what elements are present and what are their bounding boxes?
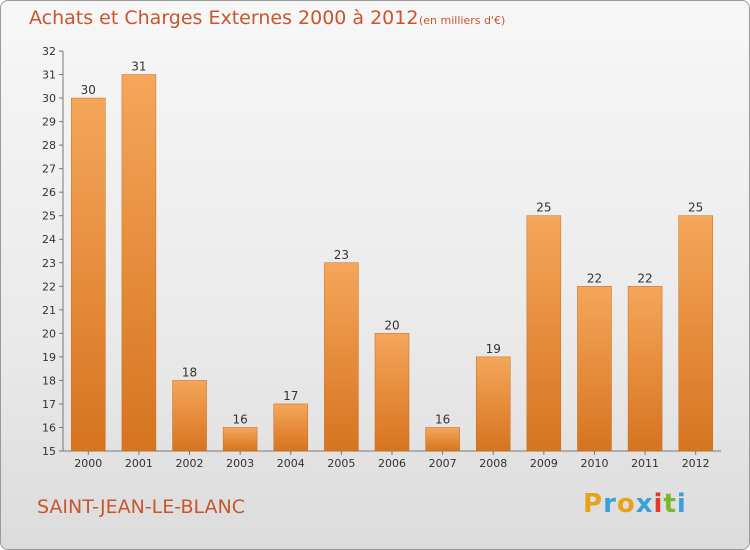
data-label-2000: 30 — [81, 83, 96, 97]
x-tick-label-2000: 2000 — [74, 457, 102, 470]
bar-2000[interactable] — [71, 97, 106, 452]
x-tick-label-2002: 2002 — [176, 457, 204, 470]
x-tick-label-2006: 2006 — [378, 457, 406, 470]
data-label-2001: 31 — [131, 60, 146, 74]
y-tick-label: 16 — [42, 421, 56, 434]
y-tick-label: 24 — [42, 233, 56, 246]
bar-2012[interactable] — [678, 215, 713, 452]
chart-bars: 30 31 18 16 17 23 20 16 19 25 22 22 25 — [71, 60, 713, 452]
data-label-2008: 19 — [486, 342, 501, 356]
bar-2005[interactable] — [324, 262, 359, 452]
y-tick-label: 25 — [42, 210, 56, 223]
x-tick-label-2003: 2003 — [226, 457, 254, 470]
x-tick-label-2012: 2012 — [682, 457, 710, 470]
data-label-2011: 22 — [637, 271, 652, 285]
bar-2008[interactable] — [475, 356, 511, 452]
logo-letter: P — [583, 489, 604, 519]
x-tick-label-2009: 2009 — [530, 457, 558, 470]
logo-letter: i — [653, 489, 664, 519]
data-label-2012: 25 — [688, 201, 703, 215]
logo-letter: r — [603, 489, 617, 519]
data-label-2004: 17 — [283, 389, 298, 403]
logo-letter: i — [676, 489, 687, 519]
logo-letter: t — [663, 489, 677, 519]
y-tick-label: 32 — [42, 45, 56, 58]
y-tick-label: 28 — [42, 139, 56, 152]
y-tick-label: 30 — [42, 92, 56, 105]
y-tick-label: 27 — [42, 163, 56, 176]
x-tick-label-2001: 2001 — [125, 457, 153, 470]
commune-name: SAINT-JEAN-LE-BLANC — [37, 496, 245, 518]
y-tick-label: 17 — [42, 398, 56, 411]
x-tick-label-2007: 2007 — [429, 457, 457, 470]
x-tick-label-2005: 2005 — [327, 457, 355, 470]
data-label-2005: 23 — [334, 248, 349, 262]
bar-2004[interactable] — [273, 403, 309, 452]
bar-2010[interactable] — [577, 286, 612, 452]
y-tick-label: 18 — [42, 374, 56, 387]
bar-2003[interactable] — [222, 427, 258, 452]
data-label-2003: 16 — [233, 412, 248, 426]
logo-letter: o — [616, 489, 636, 519]
x-tick-label-2010: 2010 — [580, 457, 608, 470]
y-tick-label: 29 — [42, 116, 56, 129]
chart-unit: (en milliers d'€) — [419, 14, 506, 27]
bar-2001[interactable] — [121, 74, 157, 452]
bar-2011[interactable] — [627, 286, 663, 452]
bar-2007[interactable] — [425, 427, 460, 452]
data-label-2006: 20 — [384, 318, 399, 332]
y-tick-label: 21 — [42, 304, 56, 317]
y-tick-label: 31 — [42, 69, 56, 82]
bar-2006[interactable] — [374, 333, 410, 452]
data-label-2010: 22 — [587, 271, 602, 285]
y-tick-label: 26 — [42, 186, 56, 199]
y-tick-label: 23 — [42, 257, 56, 270]
bar-2002[interactable] — [172, 380, 207, 452]
x-tick-label-2004: 2004 — [277, 457, 305, 470]
y-tick-label: 19 — [42, 351, 56, 364]
bar-2009[interactable] — [526, 215, 562, 452]
proxiti-logo[interactable]: Proxiti — [583, 489, 687, 519]
x-tick-label-2011: 2011 — [631, 457, 659, 470]
data-label-2002: 18 — [182, 365, 197, 379]
data-label-2009: 25 — [536, 201, 551, 215]
y-tick-label: 22 — [42, 280, 56, 293]
chart-title: Achats et Charges Externes 2000 à 2012 — [29, 7, 419, 29]
x-tick-label-2008: 2008 — [479, 457, 507, 470]
y-tick-label: 15 — [42, 445, 56, 458]
y-tick-label: 20 — [42, 327, 56, 340]
data-label-2007: 16 — [435, 412, 450, 426]
logo-letter: x — [635, 489, 654, 519]
